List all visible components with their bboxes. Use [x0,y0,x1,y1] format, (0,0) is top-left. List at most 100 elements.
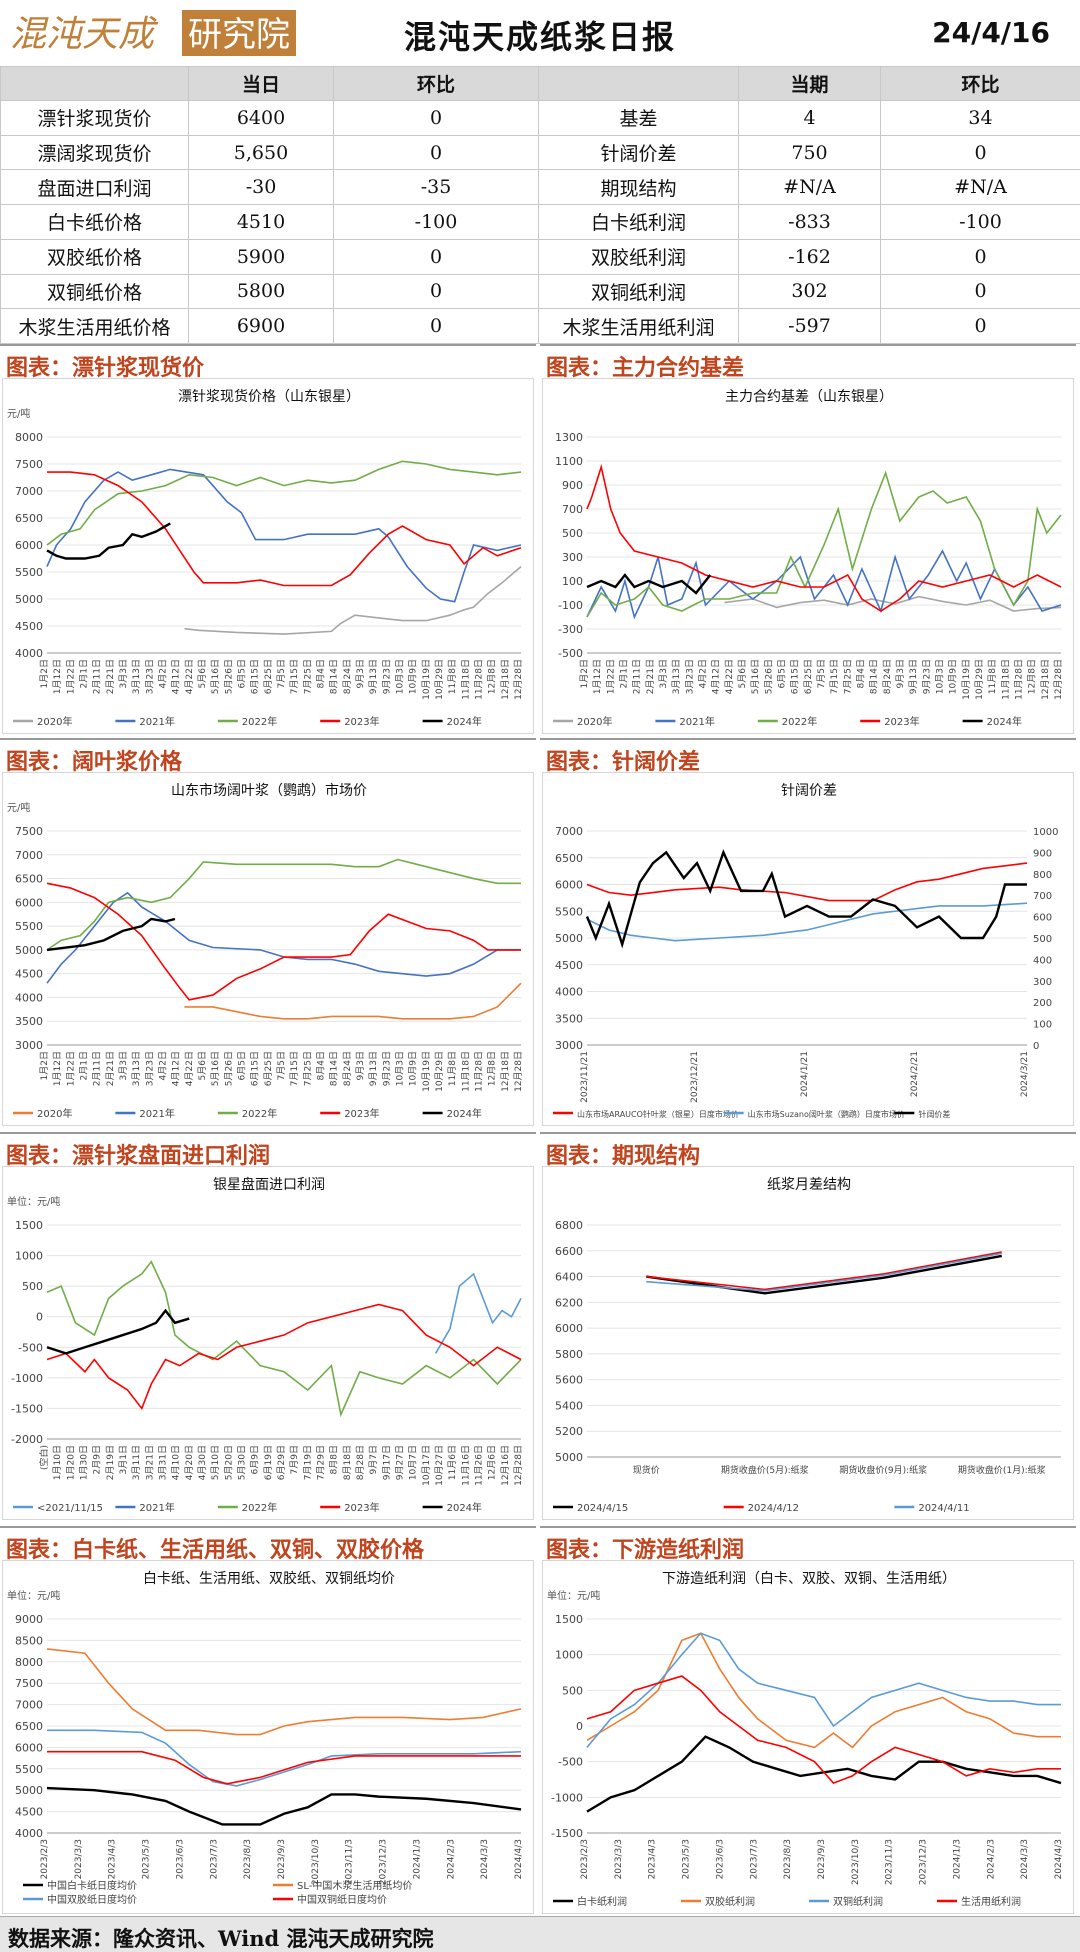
table-cell: -833 [738,204,881,240]
x-tick-label: 9月3日 [355,659,366,688]
x-tick-label: 9月23日 [381,1051,392,1086]
y-tick-label: 6000 [15,539,43,552]
y-tick-label: -1500 [551,1827,583,1840]
x-tick-label: 10月3日 [935,659,946,694]
y-tick-label: 5000 [555,1451,583,1464]
x-tick-label: 5月16日 [210,1051,221,1086]
table-cell: 漂针浆现货价 [0,100,189,136]
x-tick-label: 2023/12/21 [690,1051,700,1103]
x-tick-label: 2月1日 [79,659,90,688]
x-tick-label: 2023/7/3 [209,1839,219,1879]
x-tick-label: 6月19日 [263,1445,274,1480]
table-cell: 双铜纸价格 [0,273,189,310]
x-tick-label: 6月5日 [237,1051,248,1080]
legend-label: 2024年 [447,1501,482,1514]
table-cell: 6400 [188,100,334,136]
x-tick-label: 8月8日 [329,1445,340,1474]
x-tick-label: 7月25日 [302,1051,313,1086]
legend-label: 山东市场ARAUCO针叶浆（银星）日度市场价 [577,1109,739,1119]
y-tick-label: 6500 [15,1720,43,1733]
x-tick-label: 2023/5/3 [682,1839,692,1879]
y-tick-label: 6600 [555,1245,583,1258]
x-tick-label: 9月3日 [895,659,906,688]
y-tick-label: -500 [18,1341,43,1354]
y-tick-label: 5000 [15,1784,43,1797]
x-tick-label: 12月8日 [1027,659,1038,694]
table-cell: -100 [333,204,539,240]
x-tick-label: 6月25日 [803,659,814,694]
table-cell: 双胶纸利润 [538,238,739,275]
chart-title: 白卡纸、生活用纸、双胶纸、双铜纸均价 [143,1570,395,1587]
series-line [434,1272,522,1354]
y-tick-label: 3000 [15,1039,43,1052]
x-tick-label: 6月9日 [250,1445,261,1474]
table-row: 白卡纸价格 4510 -100 白卡纸利润 -833 -100 [0,204,1080,240]
x-tick-label: 9月23日 [921,659,932,694]
x-tick-label: 2024/4/3 [514,1839,524,1879]
x-tick-label: 6月5日 [237,659,248,688]
legend-label: 2023年 [344,715,379,728]
y-tick-label: -300 [558,623,583,636]
y-tick-label: 1000 [15,1250,43,1263]
x-tick-label: 10月9日 [408,659,419,694]
table-row: 漂阔浆现货价 5,650 0 针阔价差 750 0 [0,134,1080,171]
table-cell: 5900 [188,238,334,275]
x-tick-label: 3月21日 [144,1445,155,1480]
x-tick-label: 12月28日 [513,1445,524,1486]
x-tick-label: 6月15日 [790,659,801,694]
x-tick-label: 3月3日 [118,659,129,688]
legend-label: 2024年 [987,715,1022,728]
x-tick-label: 2023/10/3 [311,1839,321,1885]
y-tick-label: -500 [558,1756,583,1769]
table-cell: -100 [880,204,1080,240]
x-tick-label: 1月12日 [592,659,603,694]
series-line [586,862,1028,902]
x-tick-label: 9月13日 [368,659,379,694]
x-tick-label: 9月13日 [368,1051,379,1086]
table-cell: 白卡纸利润 [538,204,739,240]
y-tick-label: 700 [562,503,583,516]
y-tick-label: 5500 [15,920,43,933]
y-tick-label: 8000 [15,431,43,444]
logo-text: 混沌天成 [10,14,159,55]
legend-label: 双胶纸利润 [705,1895,755,1908]
x-tick-label: 8月14日 [869,659,880,694]
y-tick-label: 1100 [555,455,583,468]
x-tick-label: (空白) [38,1445,50,1470]
x-tick-label: 1月30日 [79,1445,90,1480]
x-tick-label: 11月8日 [447,659,458,694]
y-tick-label: 4500 [15,620,43,633]
x-tick-label: 5月16日 [750,659,761,694]
x-tick-label: 6月25日 [263,1051,274,1086]
table-row: 漂针浆现货价 6400 0 基差 4 34 [0,100,1080,136]
x-tick-label: 6月15日 [250,659,261,694]
x-tick-label: 5月16日 [210,659,221,694]
x-tick-label: 10月3日 [395,1051,406,1086]
logo-text: 研究院 [188,15,290,55]
y-tick-label: -100 [558,599,583,612]
y-tick-label: 7000 [555,825,583,838]
table-row: 双胶纸价格 5900 0 双胶纸利润 -162 0 [0,238,1080,275]
x-tick-label: 8月18日 [342,1445,353,1480]
table-cell: 0 [333,134,539,171]
column-header: 环比 [333,65,539,102]
chart-panel: 主力合约基差（山东银星） -500 -300 -100 100 300 500 700 900 1… [542,378,1074,734]
unit-label: 单位：元/吨 [7,1589,60,1602]
table-cell: 5,650 [188,134,334,171]
series-line [46,1648,522,1736]
x-tick-label: 2月11日 [632,659,643,694]
table-cell: 5800 [188,273,334,310]
x-tick-label: 2024/1/3 [952,1839,962,1879]
chart-title: 漂针浆现货价格（山东银星） [178,388,360,405]
x-tick-label: 4月2日 [698,659,709,688]
legend-label: 中国双铜纸日度均价 [297,1893,387,1906]
series-line [586,902,1028,942]
column-header [0,65,189,102]
table-row: 木浆生活用纸价格 6900 0 木浆生活用纸利润 -597 0 [0,308,1080,344]
x-tick-label: 1月22日 [65,659,76,694]
x-tick-label: 3月11日 [131,1445,142,1480]
x-tick-label: 7月5日 [276,1051,287,1080]
series-line [46,522,171,560]
x-tick-label: 3月13日 [671,659,682,694]
x-tick-label: 2月21日 [105,1051,116,1086]
